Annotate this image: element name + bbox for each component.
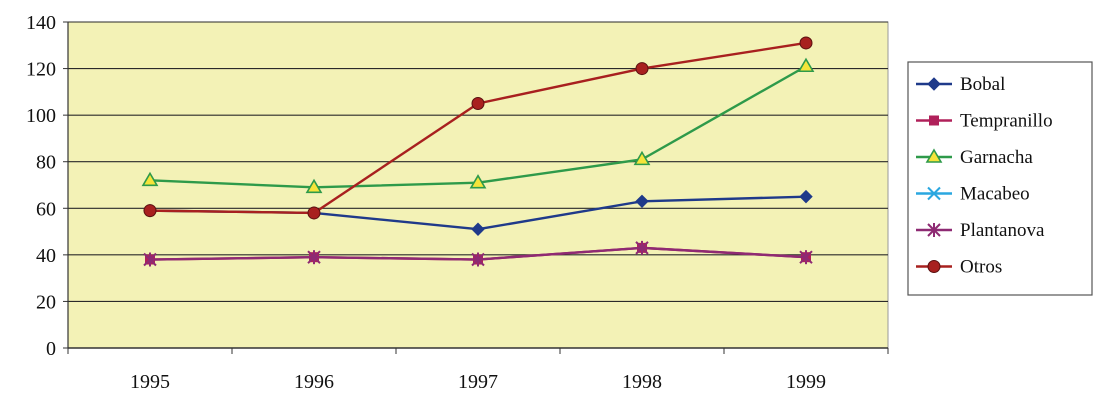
legend-marker xyxy=(925,148,943,163)
legend-marker xyxy=(929,115,939,126)
legend-box xyxy=(907,61,1093,296)
y-axis-ticks: 0 20 40 60 80 100 120 140 xyxy=(26,12,68,360)
data-point-plantanova xyxy=(635,240,649,255)
x-tick-label: 1997 xyxy=(458,371,498,393)
legend-marker xyxy=(927,186,941,201)
data-point-plantanova xyxy=(799,250,813,265)
legend: Bobal Tempranillo Garnacha Macabeo Plantanov… xyxy=(907,61,1093,296)
data-point-garnacha xyxy=(469,174,487,189)
legend-label: Tempranillo xyxy=(960,111,1053,132)
legend-marker xyxy=(927,77,941,91)
data-point-garnacha xyxy=(141,171,159,187)
legend-item-otros: Otros xyxy=(916,257,1002,278)
y-tick-label: 40 xyxy=(36,245,56,267)
data-point-bobal xyxy=(799,189,813,204)
legend-label: Plantanova xyxy=(960,220,1045,241)
data-point-plantanova xyxy=(143,252,157,267)
y-tick-label: 0 xyxy=(46,338,56,360)
x-axis-ticks: 1995 1996 1997 1998 1999 xyxy=(67,348,889,393)
y-tick-label: 100 xyxy=(26,105,56,127)
y-tick-label: 120 xyxy=(26,59,56,81)
data-point-otros xyxy=(635,62,649,76)
y-tick-label: 140 xyxy=(26,12,56,34)
axes xyxy=(67,22,888,349)
legend-label: Otros xyxy=(960,257,1002,278)
data-point-bobal xyxy=(471,222,485,236)
legend-label: Macabeo xyxy=(960,184,1030,205)
x-tick-label: 1998 xyxy=(622,371,662,393)
y-tick-label: 20 xyxy=(36,291,56,313)
data-point-bobal xyxy=(635,194,649,209)
series-garnacha xyxy=(141,57,815,194)
data-point-garnacha xyxy=(633,150,651,166)
legend-item-plantanova: Plantanova xyxy=(916,220,1045,241)
x-tick-label: 1995 xyxy=(130,371,170,393)
x-tick-label: 1999 xyxy=(786,371,826,393)
data-point-garnacha xyxy=(305,178,323,194)
legend-marker xyxy=(927,223,941,237)
data-point-garnacha xyxy=(797,57,815,73)
series-plantanova xyxy=(143,240,813,267)
legend-item-garnacha: Garnacha xyxy=(916,147,1033,168)
legend-marker xyxy=(927,260,941,273)
y-tick-label: 60 xyxy=(36,198,56,220)
data-point-otros xyxy=(471,97,485,110)
data-point-otros xyxy=(799,36,813,50)
legend-label: Bobal xyxy=(960,74,1005,95)
legend-item-macabeo: Macabeo xyxy=(916,184,1030,205)
data-point-otros xyxy=(307,206,321,220)
series-otros xyxy=(143,36,813,220)
data-point-plantanova xyxy=(471,252,485,267)
y-tick-label: 80 xyxy=(36,152,56,174)
data-point-plantanova xyxy=(307,250,321,265)
legend-label: Garnacha xyxy=(960,147,1033,168)
legend-item-tempranillo: Tempranillo xyxy=(916,111,1053,132)
data-point-otros xyxy=(143,204,157,218)
legend-item-bobal: Bobal xyxy=(916,74,1005,95)
series-lines xyxy=(141,36,815,267)
x-tick-label: 1996 xyxy=(294,371,334,393)
